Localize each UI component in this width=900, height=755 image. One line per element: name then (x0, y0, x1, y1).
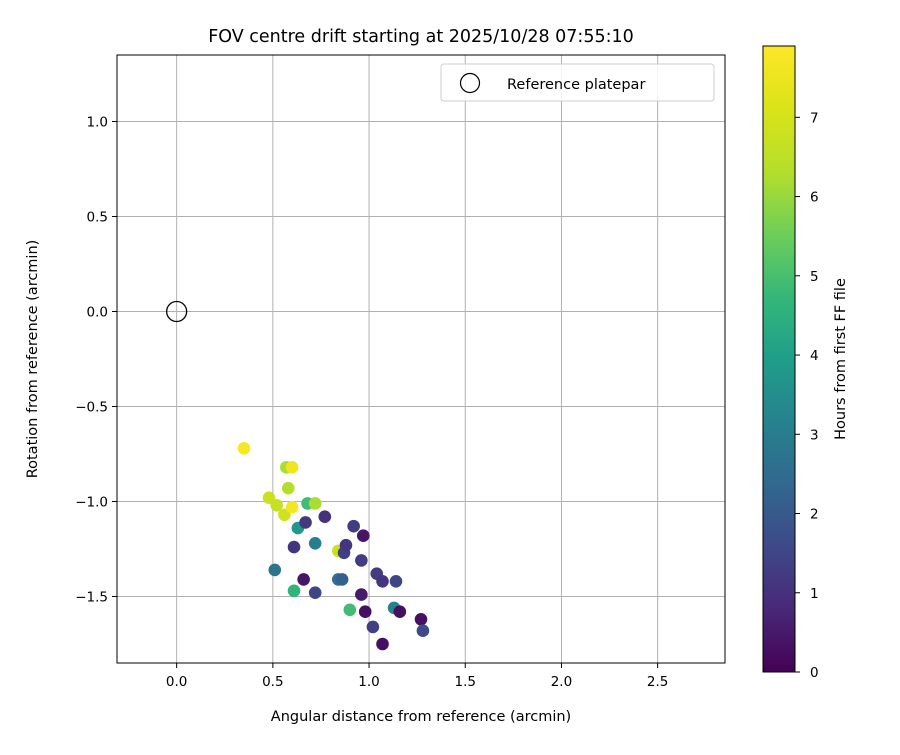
x-tick-label: 2.0 (551, 674, 572, 690)
colorbar-tick-label: 7 (810, 110, 819, 126)
x-tick-label: 0.5 (262, 674, 283, 690)
data-point (355, 554, 368, 567)
data-point (393, 605, 407, 618)
data-point (287, 540, 301, 554)
x-tick-label: 1.5 (455, 674, 476, 690)
chart-title: FOV centre drift starting at 2025/10/28 … (208, 27, 634, 47)
data-point (343, 603, 357, 617)
colorbar-tick-label: 1 (810, 586, 819, 602)
y-axis-label: Rotation from reference (arcmin) (25, 240, 41, 479)
data-point (287, 584, 301, 598)
y-axis-ticks: −1.5 −1.0 −0.5 0.0 0.5 1.0 (75, 115, 117, 606)
data-point (237, 442, 251, 455)
legend-box (440, 63, 715, 102)
y-tick-label: −0.5 (75, 400, 108, 416)
data-point (356, 529, 370, 542)
legend: Reference platepar (440, 63, 715, 102)
colorbar-gradient (762, 45, 796, 673)
y-tick-label: −1.0 (75, 495, 108, 511)
colorbar-tick-label: 6 (810, 190, 819, 206)
y-tick-label: −1.5 (75, 590, 108, 606)
data-point (339, 538, 353, 552)
grid (117, 55, 725, 663)
data-point (416, 624, 430, 637)
data-point (355, 588, 368, 601)
data-point (278, 508, 291, 522)
data-point (297, 573, 310, 586)
data-point (389, 575, 403, 588)
data-point (347, 519, 360, 533)
reference-platepar-marker (165, 300, 188, 323)
x-tick-label: 2.5 (647, 674, 668, 690)
legend-label: Reference platepar (507, 77, 645, 93)
y-tick-label: 0.5 (87, 210, 108, 226)
data-point (366, 620, 380, 634)
data-point (268, 563, 282, 577)
colorbar-tick-label: 4 (810, 348, 819, 364)
data-point (414, 613, 428, 626)
colorbar-ticks: 0 1 2 3 4 5 6 7 (795, 110, 819, 681)
data-point (308, 497, 322, 510)
data-point (318, 510, 332, 523)
reference-layer (165, 300, 188, 323)
y-tick-label: 1.0 (87, 115, 108, 131)
data-points (237, 442, 430, 651)
data-point (262, 491, 276, 505)
legend-marker-icon (459, 72, 481, 94)
colorbar-label: Hours from first FF file (833, 278, 849, 440)
colorbar-tick-label: 5 (810, 269, 819, 285)
colorbar: 0 1 2 3 4 5 6 7 Hours from first FF file (762, 45, 849, 681)
data-point (335, 573, 349, 586)
data-point (270, 499, 283, 512)
data-point (376, 575, 389, 588)
data-point (376, 637, 389, 651)
data-point (285, 500, 299, 514)
colorbar-tick-label: 0 (810, 665, 819, 681)
data-point (308, 586, 322, 599)
x-axis-ticks: 0.0 0.5 1.0 1.5 2.0 2.5 (166, 663, 668, 690)
data-point (281, 481, 295, 495)
x-tick-label: 0.0 (166, 674, 187, 690)
data-point (299, 516, 312, 529)
data-point (308, 537, 322, 550)
data-point (358, 605, 372, 618)
colorbar-tick-label: 3 (810, 427, 819, 443)
colorbar-tick-label: 2 (810, 507, 819, 523)
x-axis-label: Angular distance from reference (arcmin) (271, 709, 571, 725)
plot-frame (116, 54, 726, 664)
y-tick-label: 0.0 (87, 305, 108, 321)
x-tick-label: 1.0 (358, 674, 379, 690)
data-point (285, 461, 299, 474)
